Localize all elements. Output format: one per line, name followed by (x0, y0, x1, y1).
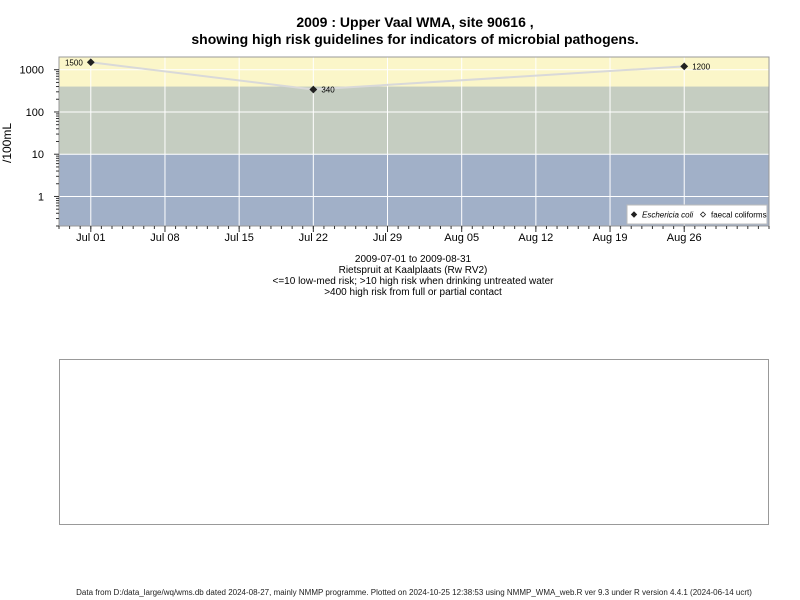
chart-svg: 1 10 100 1000 Jul 01 Jul 08 Jul 15 Jul 22 Jul 29… (20, 56, 770, 244)
y-tick-label: 1 (38, 191, 44, 203)
y-tick-label: 100 (26, 107, 44, 119)
footer-note: Data from D:/data_large/wq/wms.db dated … (76, 588, 752, 597)
caption-risk-note-1: <=10 low-med risk; >10 high risk when dr… (272, 276, 554, 287)
caption-period: 2009-07-01 to 2009-08-31 (354, 254, 472, 265)
x-tick-label: Aug 12 (518, 232, 553, 244)
x-tick-label: Jul 15 (224, 232, 253, 244)
data-point (680, 62, 689, 71)
risk-band-2 (59, 57, 769, 87)
data-point (309, 85, 318, 94)
data-label: 340 (321, 86, 335, 95)
legend-marker-faecal (699, 211, 707, 218)
y-tick-label: 10 (32, 149, 44, 161)
data-label: 1500 (65, 58, 83, 67)
legend-marker-ecoli (630, 211, 638, 218)
empty-plot-panel (59, 359, 769, 525)
x-tick-label: Aug 19 (593, 232, 628, 244)
x-tick-label: Aug 26 (667, 232, 702, 244)
legend-box (626, 204, 768, 225)
caption-site: Rietspruit at Kaalplaats (Rw RV2) (338, 265, 488, 276)
chart-title: 2009 : Upper Vaal WMA, site 90616 , (296, 14, 534, 30)
data-point (86, 58, 95, 67)
x-tick-label: Jul 29 (373, 232, 402, 244)
x-tick-label: Jul 22 (299, 232, 328, 244)
data-label: 1200 (692, 62, 710, 71)
y-tick-label: 1000 (20, 65, 44, 77)
caption-risk-note-2: >400 high risk from full or partial cont… (324, 287, 502, 298)
risk-band-1 (59, 86, 769, 155)
x-tick-label: Jul 01 (76, 232, 105, 244)
legend-label-faecal: faecal coliforms (711, 211, 767, 220)
legend-label-ecoli: Eschericia coli (642, 211, 693, 220)
x-tick-label: Aug 05 (444, 232, 479, 244)
x-tick-label: Jul 08 (150, 232, 179, 244)
chart-subtitle: showing high risk guidelines for indicat… (191, 31, 639, 47)
